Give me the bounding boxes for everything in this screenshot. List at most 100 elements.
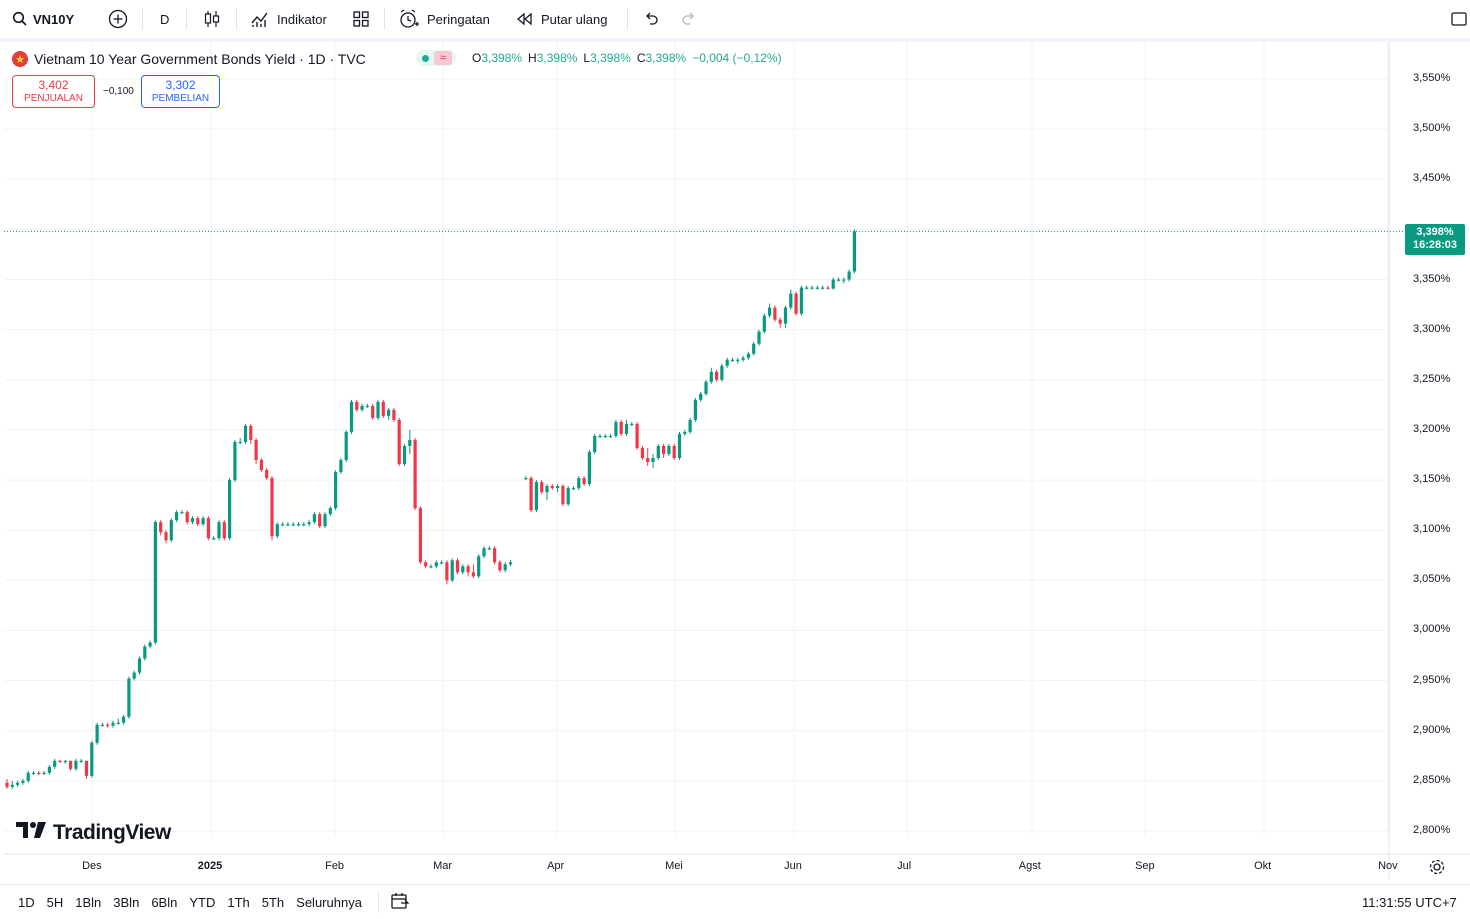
toolbar-divider bbox=[186, 8, 187, 30]
candle-body bbox=[852, 231, 856, 272]
sell-button[interactable]: 3,402 PENJUALAN bbox=[12, 75, 95, 108]
candle-body bbox=[206, 518, 210, 539]
candle-body bbox=[455, 560, 460, 573]
range-button[interactable]: 5H bbox=[46, 894, 64, 910]
candle-body bbox=[635, 423, 639, 448]
candle-body bbox=[831, 279, 835, 289]
time-axis-label: 2025 bbox=[197, 860, 223, 872]
candle-body bbox=[360, 405, 364, 410]
candle-body bbox=[376, 401, 380, 418]
templates-button[interactable] bbox=[352, 0, 370, 38]
candle-body bbox=[10, 784, 14, 787]
candle-body bbox=[842, 279, 846, 281]
rewind-icon bbox=[515, 11, 533, 27]
candle-body bbox=[656, 445, 660, 459]
indicators-button[interactable]: Indikator bbox=[250, 0, 327, 38]
candle-body bbox=[688, 419, 692, 432]
fullscreen-button[interactable] bbox=[1450, 0, 1468, 38]
range-button[interactable]: 6Bln bbox=[151, 894, 178, 910]
time-axis-label: Mar bbox=[433, 860, 453, 872]
range-button[interactable]: YTD bbox=[189, 894, 216, 910]
candle-body bbox=[16, 782, 20, 785]
gear-icon bbox=[1428, 859, 1446, 880]
candle-body bbox=[69, 760, 73, 769]
candle-body bbox=[741, 357, 745, 360]
price-axis-label: 3,500% bbox=[1413, 122, 1451, 135]
candle-body bbox=[587, 451, 591, 485]
candle-body bbox=[323, 514, 327, 527]
market-open-dot-icon bbox=[422, 54, 429, 62]
time-axis-label: Apr bbox=[547, 860, 565, 872]
candle-body bbox=[540, 482, 544, 493]
alerts-button[interactable]: Peringatan bbox=[398, 0, 490, 38]
sell-price: 3,402 bbox=[38, 78, 69, 92]
candle-body bbox=[339, 460, 343, 473]
symbol-description: Vietnam 10 Year Government Bonds Yield ·… bbox=[34, 51, 366, 67]
clock-timezone-button[interactable]: 11:31:55 UTC+7 bbox=[1362, 885, 1457, 919]
ohlc-values: O3,398% H3,398% L3,398% C3,398% −0,004 (… bbox=[472, 51, 782, 65]
range-button[interactable]: 1Bln bbox=[75, 894, 102, 910]
buy-label: PEMBELIAN bbox=[151, 93, 210, 104]
candle-body bbox=[159, 522, 163, 533]
symbol-search-button[interactable]: VN10Y bbox=[12, 0, 74, 38]
candle-body bbox=[47, 766, 51, 773]
close-label: C bbox=[636, 51, 646, 65]
candle-body bbox=[450, 560, 454, 581]
candle-body bbox=[143, 646, 147, 659]
range-button[interactable]: 3Bln bbox=[113, 894, 140, 910]
range-button[interactable]: Seluruhnya bbox=[296, 894, 362, 910]
candle-body bbox=[37, 772, 41, 775]
go-to-date-button[interactable] bbox=[390, 885, 410, 919]
candle-body bbox=[31, 772, 36, 775]
candle-body bbox=[79, 760, 83, 763]
candle-body bbox=[84, 760, 89, 776]
candle-body bbox=[95, 724, 99, 743]
market-status-pill[interactable]: ≈ bbox=[416, 50, 456, 66]
tradingview-logo[interactable]: TradingView bbox=[16, 820, 171, 846]
toolbar-divider bbox=[378, 891, 379, 913]
range-button[interactable]: 1D bbox=[18, 894, 35, 910]
compare-button[interactable] bbox=[108, 0, 128, 38]
price-axis-label: 3,300% bbox=[1413, 322, 1451, 335]
candle-body bbox=[116, 722, 120, 724]
candle-body bbox=[302, 524, 306, 526]
candle-body bbox=[466, 566, 470, 573]
chart-type-button[interactable] bbox=[202, 0, 222, 38]
candle-body bbox=[281, 524, 285, 526]
price-axis-label: 3,250% bbox=[1413, 372, 1451, 385]
axis-settings-button[interactable] bbox=[1428, 858, 1446, 881]
buy-button[interactable]: 3,302 PEMBELIAN bbox=[141, 75, 220, 108]
range-button[interactable]: 1Th bbox=[227, 894, 250, 910]
candle-body bbox=[243, 425, 248, 442]
candle-body bbox=[334, 472, 338, 509]
candle-body bbox=[185, 512, 189, 523]
candle-body bbox=[630, 423, 634, 426]
legend-title[interactable]: ★ Vietnam 10 Year Government Bonds Yield… bbox=[12, 50, 366, 68]
candle-body bbox=[640, 447, 644, 459]
candle-body bbox=[778, 319, 782, 324]
interval-button[interactable]: D bbox=[160, 0, 169, 38]
range-button[interactable]: 5Th bbox=[261, 894, 285, 910]
candle-body bbox=[720, 365, 724, 380]
buy-price: 3,302 bbox=[165, 78, 196, 92]
time-axis-label: Feb bbox=[325, 860, 345, 872]
candle-body bbox=[699, 393, 703, 400]
candle-body bbox=[503, 564, 507, 571]
candle-body bbox=[577, 478, 581, 489]
candle-body bbox=[434, 562, 438, 567]
candle-body bbox=[746, 353, 750, 358]
candlestick-chart[interactable] bbox=[4, 42, 1470, 880]
replay-button[interactable]: Putar ulang bbox=[515, 0, 608, 38]
undo-button[interactable] bbox=[642, 0, 660, 38]
candle-body bbox=[487, 548, 491, 550]
candle-body bbox=[440, 562, 444, 564]
candle-body bbox=[677, 433, 682, 459]
price-axis-label: 3,450% bbox=[1413, 172, 1451, 185]
chart-pane[interactable] bbox=[4, 42, 1470, 880]
candle-body bbox=[90, 742, 94, 776]
candle-body bbox=[471, 572, 475, 577]
time-axis-label: Des bbox=[82, 860, 102, 872]
candles-icon bbox=[202, 9, 222, 29]
candle-body bbox=[429, 566, 433, 568]
redo-button[interactable] bbox=[680, 0, 698, 38]
